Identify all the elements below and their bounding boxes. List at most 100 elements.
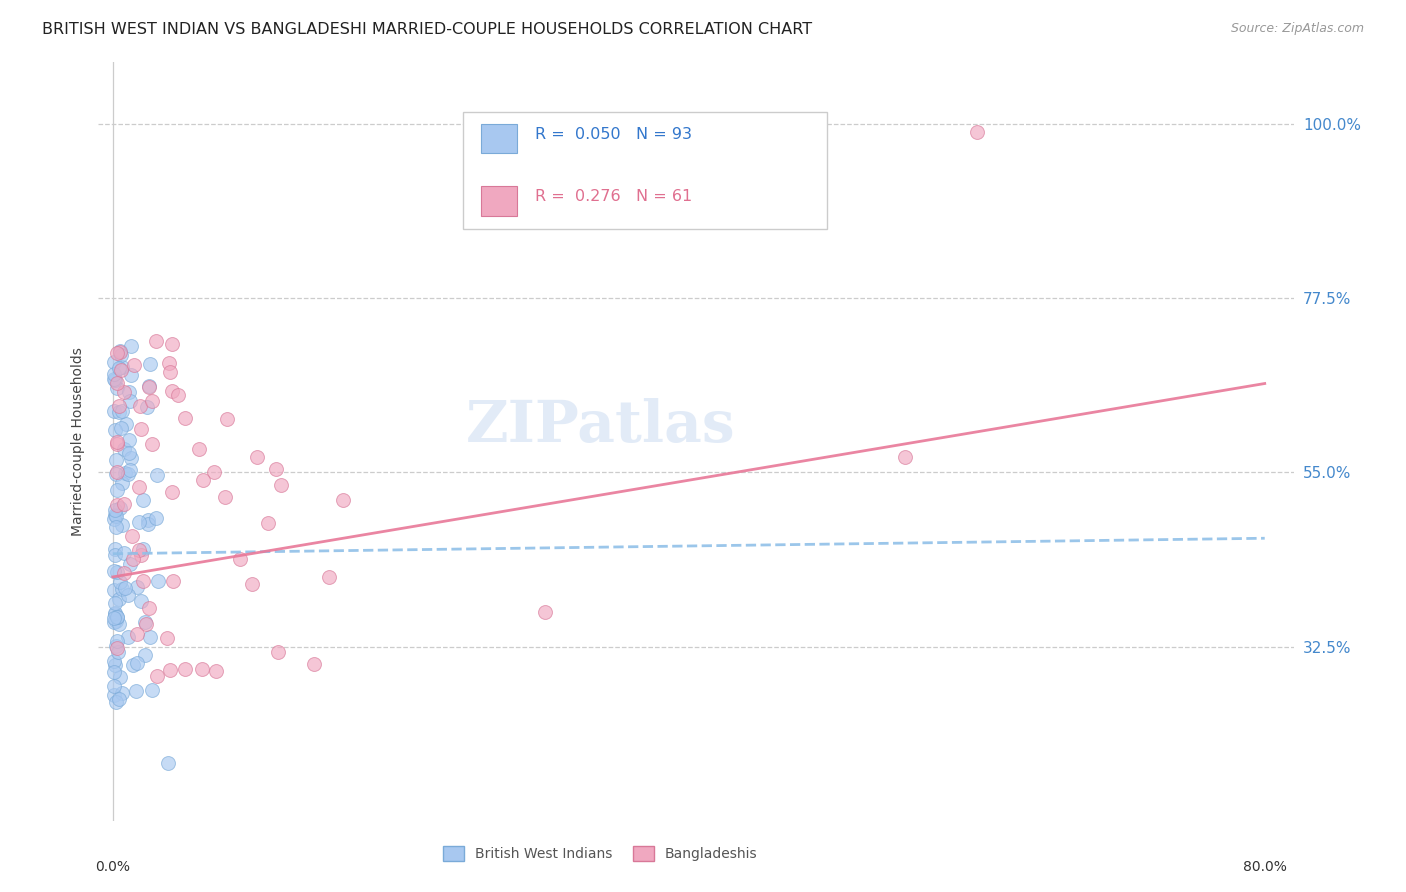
- Point: [104, 508, 127, 523]
- Point: [145, 467, 167, 482]
- FancyBboxPatch shape: [481, 186, 517, 216]
- Point: [145, 511, 167, 525]
- Point: [108, 399, 131, 413]
- Point: [124, 684, 146, 698]
- Y-axis label: Married-couple Households: Married-couple Households: [70, 347, 84, 536]
- Point: [118, 384, 141, 399]
- Point: [111, 359, 134, 374]
- Point: [267, 645, 290, 659]
- Point: [173, 411, 195, 425]
- Point: [103, 615, 125, 629]
- Point: [103, 542, 125, 557]
- Point: [139, 630, 162, 644]
- Point: [139, 357, 162, 371]
- Point: [111, 582, 134, 596]
- Point: [105, 610, 128, 624]
- Point: [117, 467, 139, 482]
- Point: [117, 630, 139, 644]
- Point: [118, 463, 141, 477]
- Point: [103, 512, 125, 526]
- Point: [103, 355, 125, 369]
- Point: [105, 615, 128, 629]
- Point: [141, 394, 163, 409]
- Point: [111, 518, 134, 533]
- Point: [118, 446, 141, 460]
- Text: R =  0.276   N = 61: R = 0.276 N = 61: [534, 189, 692, 204]
- Point: [103, 583, 125, 598]
- Point: [129, 549, 152, 563]
- Point: [103, 403, 125, 417]
- Point: [332, 493, 354, 508]
- Point: [111, 404, 134, 418]
- Point: [174, 662, 197, 676]
- Point: [129, 594, 152, 608]
- Text: BRITISH WEST INDIAN VS BANGLADESHI MARRIED-COUPLE HOUSEHOLDS CORRELATION CHART: BRITISH WEST INDIAN VS BANGLADESHI MARRI…: [42, 22, 813, 37]
- Point: [103, 372, 125, 386]
- Point: [108, 405, 131, 419]
- Point: [125, 626, 148, 640]
- Point: [160, 337, 183, 351]
- Point: [118, 433, 141, 447]
- Point: [103, 564, 125, 578]
- Point: [134, 648, 156, 662]
- Point: [104, 596, 127, 610]
- Text: Source: ZipAtlas.com: Source: ZipAtlas.com: [1230, 22, 1364, 36]
- Point: [141, 437, 163, 451]
- Point: [105, 467, 128, 482]
- Point: [190, 662, 212, 676]
- Point: [120, 368, 142, 382]
- Point: [105, 346, 128, 360]
- Point: [128, 515, 150, 529]
- Point: [118, 557, 141, 571]
- Point: [103, 368, 125, 382]
- Text: 0.0%: 0.0%: [96, 860, 131, 873]
- Point: [132, 542, 155, 557]
- Point: [129, 399, 152, 413]
- Point: [138, 380, 160, 394]
- Point: [103, 508, 125, 522]
- Point: [110, 344, 132, 359]
- Point: [108, 345, 131, 359]
- Point: [104, 549, 127, 563]
- Point: [228, 551, 250, 566]
- Point: [188, 442, 211, 457]
- Point: [115, 417, 138, 432]
- Point: [136, 516, 159, 531]
- Point: [145, 334, 167, 348]
- Point: [128, 543, 150, 558]
- Point: [107, 645, 129, 659]
- Point: [104, 606, 127, 620]
- Point: [138, 601, 160, 615]
- Point: [893, 450, 915, 464]
- Point: [112, 566, 135, 581]
- Point: [966, 125, 988, 139]
- Text: ZIPatlas: ZIPatlas: [465, 399, 735, 454]
- Point: [141, 682, 163, 697]
- Point: [107, 381, 129, 395]
- Point: [125, 580, 148, 594]
- Point: [136, 513, 159, 527]
- Point: [105, 634, 128, 648]
- Point: [146, 574, 169, 588]
- Point: [105, 519, 128, 533]
- Point: [105, 437, 128, 451]
- Point: [103, 689, 125, 703]
- Point: [108, 691, 131, 706]
- Point: [110, 420, 132, 434]
- Point: [105, 566, 128, 580]
- Point: [104, 657, 127, 672]
- Point: [304, 657, 326, 671]
- Point: [110, 348, 132, 362]
- Point: [114, 466, 136, 480]
- Point: [104, 502, 127, 516]
- Point: [166, 388, 188, 402]
- Point: [105, 435, 128, 450]
- Point: [111, 475, 134, 490]
- Point: [117, 588, 139, 602]
- Point: [120, 451, 142, 466]
- Point: [105, 639, 128, 653]
- Point: [155, 631, 177, 645]
- Point: [103, 654, 125, 668]
- Point: [159, 365, 181, 379]
- Point: [214, 490, 236, 504]
